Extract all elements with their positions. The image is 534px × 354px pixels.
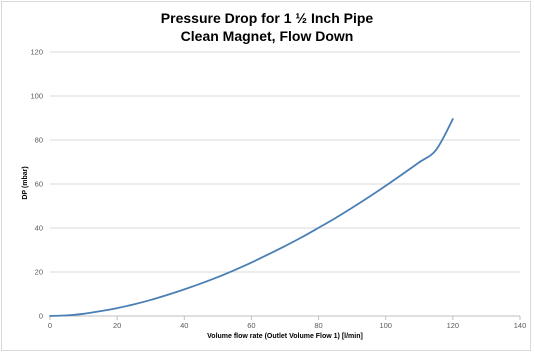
x-axis-label: Volume flow rate (Outlet Volume Flow 1) … bbox=[207, 333, 363, 340]
x-tick-label: 80 bbox=[314, 321, 322, 330]
x-tick-label: 40 bbox=[180, 321, 188, 330]
x-tick-labels: 0 20 40 60 80 100 120 140 bbox=[48, 321, 526, 330]
y-tick-label: 0 bbox=[39, 312, 43, 321]
x-tick-label: 140 bbox=[514, 321, 527, 330]
y-tick-label: 80 bbox=[35, 136, 43, 145]
axes bbox=[49, 315, 521, 320]
y-tick-label: 40 bbox=[35, 224, 43, 233]
series-line-0 bbox=[49, 118, 454, 317]
gridlines bbox=[50, 51, 520, 273]
series-layer bbox=[49, 118, 454, 317]
y-tick-label: 20 bbox=[35, 268, 43, 277]
x-tick-label: 0 bbox=[48, 321, 52, 330]
x-tick-label: 120 bbox=[447, 321, 460, 330]
y-axis-label: DP (mbar) bbox=[22, 166, 29, 199]
y-tick-label: 100 bbox=[30, 92, 43, 101]
x-tick-label: 60 bbox=[247, 321, 255, 330]
y-tick-label: 120 bbox=[30, 48, 43, 57]
x-tick-label: 20 bbox=[113, 321, 121, 330]
y-tick-labels: 0 20 40 60 80 100 120 bbox=[30, 48, 43, 321]
chart-title: Pressure Drop for 1 ½ Inch Pipe bbox=[161, 10, 374, 26]
chart-subtitle: Clean Magnet, Flow Down bbox=[181, 28, 354, 44]
x-tick-label: 100 bbox=[379, 321, 392, 330]
y-tick-label: 60 bbox=[35, 180, 43, 189]
